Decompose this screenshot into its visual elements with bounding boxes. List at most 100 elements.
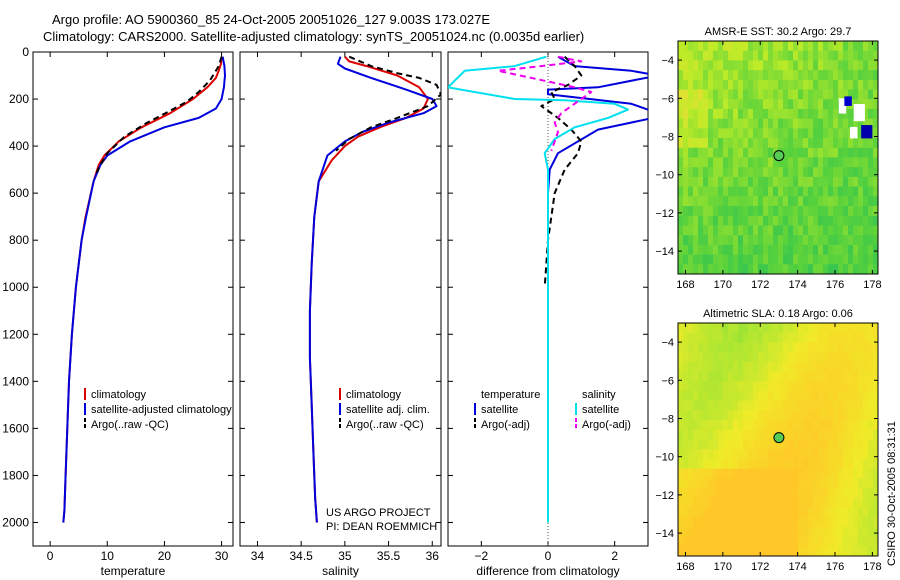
heatmap-cell bbox=[778, 235, 784, 246]
heatmap-cell bbox=[853, 206, 859, 217]
heatmap-cell bbox=[828, 235, 834, 246]
heatmap-cell bbox=[763, 390, 769, 402]
heatmap-cell bbox=[858, 147, 864, 158]
heatmap-cell bbox=[743, 235, 749, 246]
heatmap-cell bbox=[873, 215, 879, 226]
heatmap-cell bbox=[838, 225, 844, 236]
heatmap-cell bbox=[753, 478, 759, 489]
heatmap-cell bbox=[678, 138, 684, 149]
figure-title-line-2: Climatology: CARS2000. Satellite-adjuste… bbox=[43, 29, 584, 44]
heatmap-cell bbox=[853, 147, 859, 158]
heatmap-cell bbox=[693, 244, 699, 255]
heatmap-cell bbox=[708, 420, 714, 431]
heatmap-cell bbox=[868, 429, 874, 440]
heatmap-cell bbox=[703, 371, 709, 382]
heatmap-cell bbox=[728, 41, 734, 52]
heatmap-cell bbox=[793, 439, 799, 450]
heatmap-cell bbox=[788, 108, 794, 120]
heatmap-cell bbox=[793, 390, 799, 402]
heatmap-cell bbox=[808, 225, 814, 236]
heatmap-cell bbox=[788, 478, 794, 489]
heatmap-cell bbox=[828, 254, 834, 265]
heatmap-cell bbox=[698, 186, 704, 197]
heatmap-cell bbox=[813, 546, 819, 557]
heatmap-cell bbox=[733, 138, 739, 149]
heatmap-cell bbox=[803, 420, 809, 431]
heatmap-cell bbox=[868, 89, 874, 100]
heatmap-cell bbox=[858, 546, 864, 557]
heatmap-cell bbox=[683, 458, 689, 470]
heatmap-cell bbox=[683, 225, 689, 236]
heatmap-cell bbox=[868, 167, 874, 178]
heatmap-cell bbox=[838, 167, 844, 178]
heatmap-cell bbox=[678, 157, 684, 168]
heatmap-cell bbox=[748, 410, 754, 421]
heatmap-cell bbox=[758, 254, 764, 265]
heatmap-cell bbox=[718, 41, 724, 52]
heatmap-cell bbox=[748, 206, 754, 217]
heatmap-cell bbox=[713, 254, 719, 265]
y-tick-label: −14 bbox=[655, 528, 674, 540]
heatmap-cell bbox=[773, 138, 779, 149]
heatmap-cell bbox=[723, 410, 729, 421]
heatmap-cell bbox=[833, 176, 839, 188]
heatmap-cell bbox=[733, 410, 739, 421]
heatmap-cell bbox=[753, 138, 759, 149]
heatmap-cell bbox=[713, 488, 719, 499]
heatmap-cell bbox=[693, 225, 699, 236]
heatmap-cell bbox=[703, 439, 709, 450]
heatmap-cell bbox=[728, 497, 734, 508]
heatmap-cell bbox=[863, 526, 869, 537]
heatmap-cell bbox=[693, 429, 699, 440]
heatmap-cell bbox=[738, 400, 744, 411]
heatmap-cell bbox=[718, 128, 724, 139]
heatmap-cell bbox=[848, 147, 854, 158]
heatmap-cell bbox=[798, 128, 804, 139]
heatmap-cell bbox=[738, 497, 744, 508]
heatmap-cell bbox=[758, 390, 764, 402]
heatmap-cell bbox=[768, 410, 774, 421]
heatmap-cell bbox=[723, 79, 729, 90]
heatmap-cell bbox=[698, 342, 704, 353]
heatmap-cell bbox=[793, 352, 799, 363]
heatmap-cell bbox=[768, 371, 774, 382]
heatmap-cell bbox=[688, 507, 694, 518]
heatmap-cell bbox=[753, 536, 759, 547]
heatmap-cell bbox=[873, 371, 879, 382]
heatmap-cell bbox=[693, 50, 699, 61]
heatmap-cell bbox=[858, 371, 864, 382]
heatmap-cell bbox=[858, 458, 864, 470]
heatmap-cell bbox=[713, 108, 719, 120]
heatmap-cell bbox=[873, 323, 879, 334]
heatmap-cell bbox=[728, 458, 734, 470]
heatmap-cell bbox=[848, 449, 854, 460]
heatmap-cell bbox=[838, 497, 844, 508]
heatmap-cell bbox=[743, 420, 749, 431]
heatmap-cell bbox=[868, 176, 874, 188]
heatmap-cell bbox=[748, 235, 754, 246]
heatmap-cell bbox=[773, 118, 779, 129]
heatmap-cell bbox=[758, 361, 764, 372]
heatmap-cell bbox=[853, 323, 859, 334]
heatmap-cell bbox=[723, 235, 729, 246]
heatmap-cell bbox=[718, 323, 724, 334]
heatmap-cell bbox=[818, 536, 824, 547]
heatmap-cell bbox=[768, 526, 774, 537]
heatmap-cell bbox=[803, 458, 809, 470]
heatmap-cell bbox=[783, 118, 789, 129]
heatmap-cell bbox=[818, 99, 824, 110]
y-tick-label: −6 bbox=[661, 375, 674, 387]
heatmap-cell bbox=[798, 89, 804, 100]
heatmap-cell bbox=[783, 323, 789, 334]
heatmap-cell bbox=[853, 89, 859, 100]
heatmap-cell bbox=[733, 323, 739, 334]
heatmap-cell bbox=[708, 118, 714, 129]
heatmap-cell bbox=[783, 70, 789, 81]
heatmap-cell bbox=[828, 50, 834, 61]
heatmap-cell bbox=[813, 147, 819, 158]
heatmap-cell bbox=[833, 458, 839, 470]
heatmap-cell bbox=[838, 390, 844, 402]
heatmap-cell bbox=[823, 244, 829, 255]
heatmap-cell bbox=[713, 468, 719, 479]
heatmap-cell bbox=[703, 546, 709, 557]
